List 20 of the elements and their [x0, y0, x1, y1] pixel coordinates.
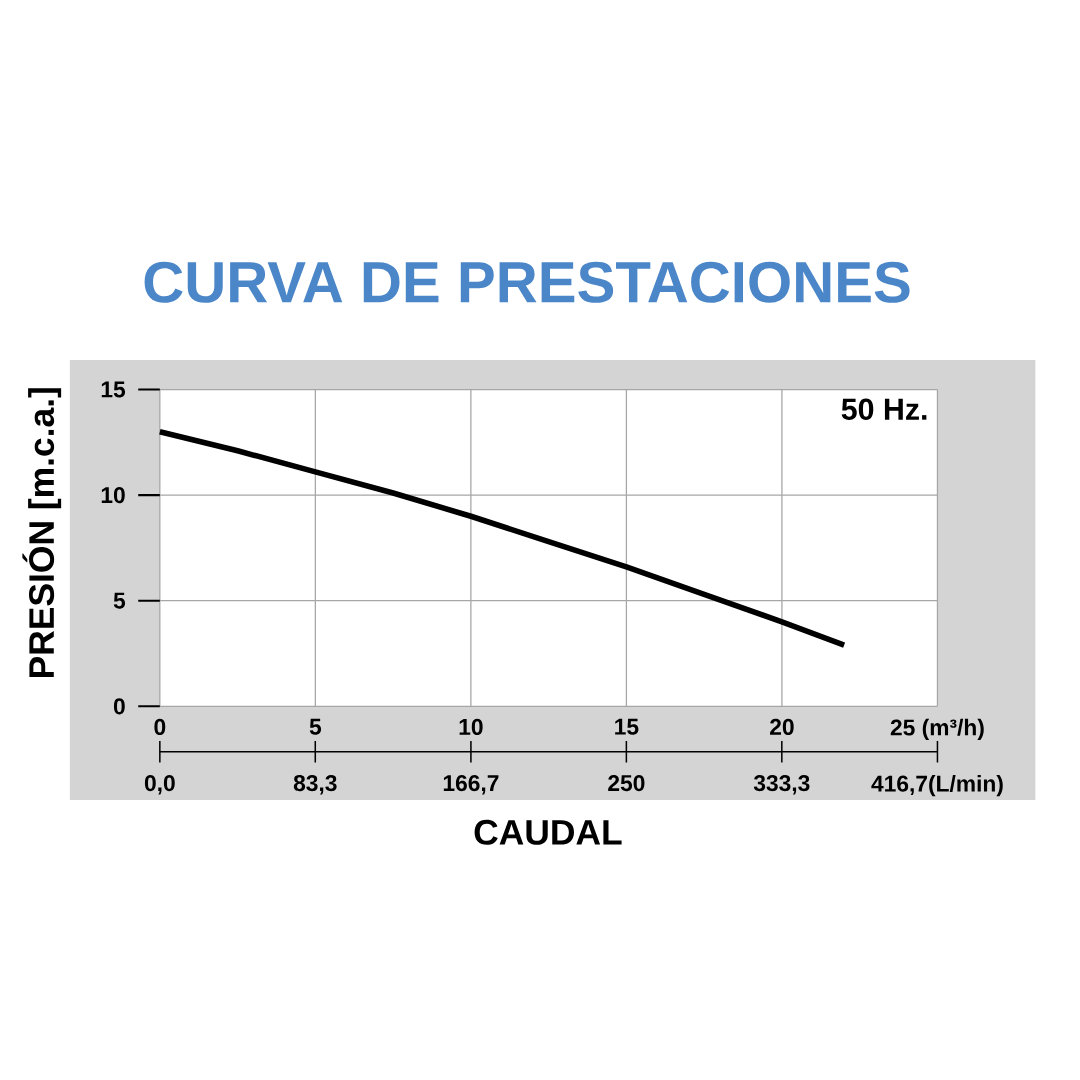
x-axis-title: CAUDAL: [474, 819, 622, 845]
y-tick-label: 5: [113, 592, 126, 609]
x-tick-label: 25 (m³/h): [890, 718, 984, 741]
x-tick-label: 20: [770, 718, 794, 735]
x-tick-label: 10: [459, 718, 483, 735]
x2-tick-label: 83,3: [293, 775, 337, 795]
x-tick-label: 5: [309, 718, 322, 735]
y-tick-label: 10: [101, 487, 125, 504]
x2-tick-label: 416,7(L/min): [871, 775, 1003, 797]
y-tick-label: 15: [101, 381, 126, 398]
x2-tick-label: 0,0: [144, 775, 175, 795]
x-tick-label: 0: [154, 718, 166, 735]
y-tick-label: 0: [113, 698, 125, 715]
y-axis-title: PRESIÓN [m.c.a.]: [22, 388, 62, 678]
x2-tick-label: 250: [608, 775, 645, 792]
x-tick-label: 15: [615, 718, 639, 735]
x2-tick-label: 333,3: [753, 775, 810, 795]
x2-tick-label: 166,7: [443, 775, 499, 795]
chart-title: CURVA DE PRESTACIONES: [144, 261, 910, 303]
annotation: 50 Hz.: [841, 398, 927, 420]
